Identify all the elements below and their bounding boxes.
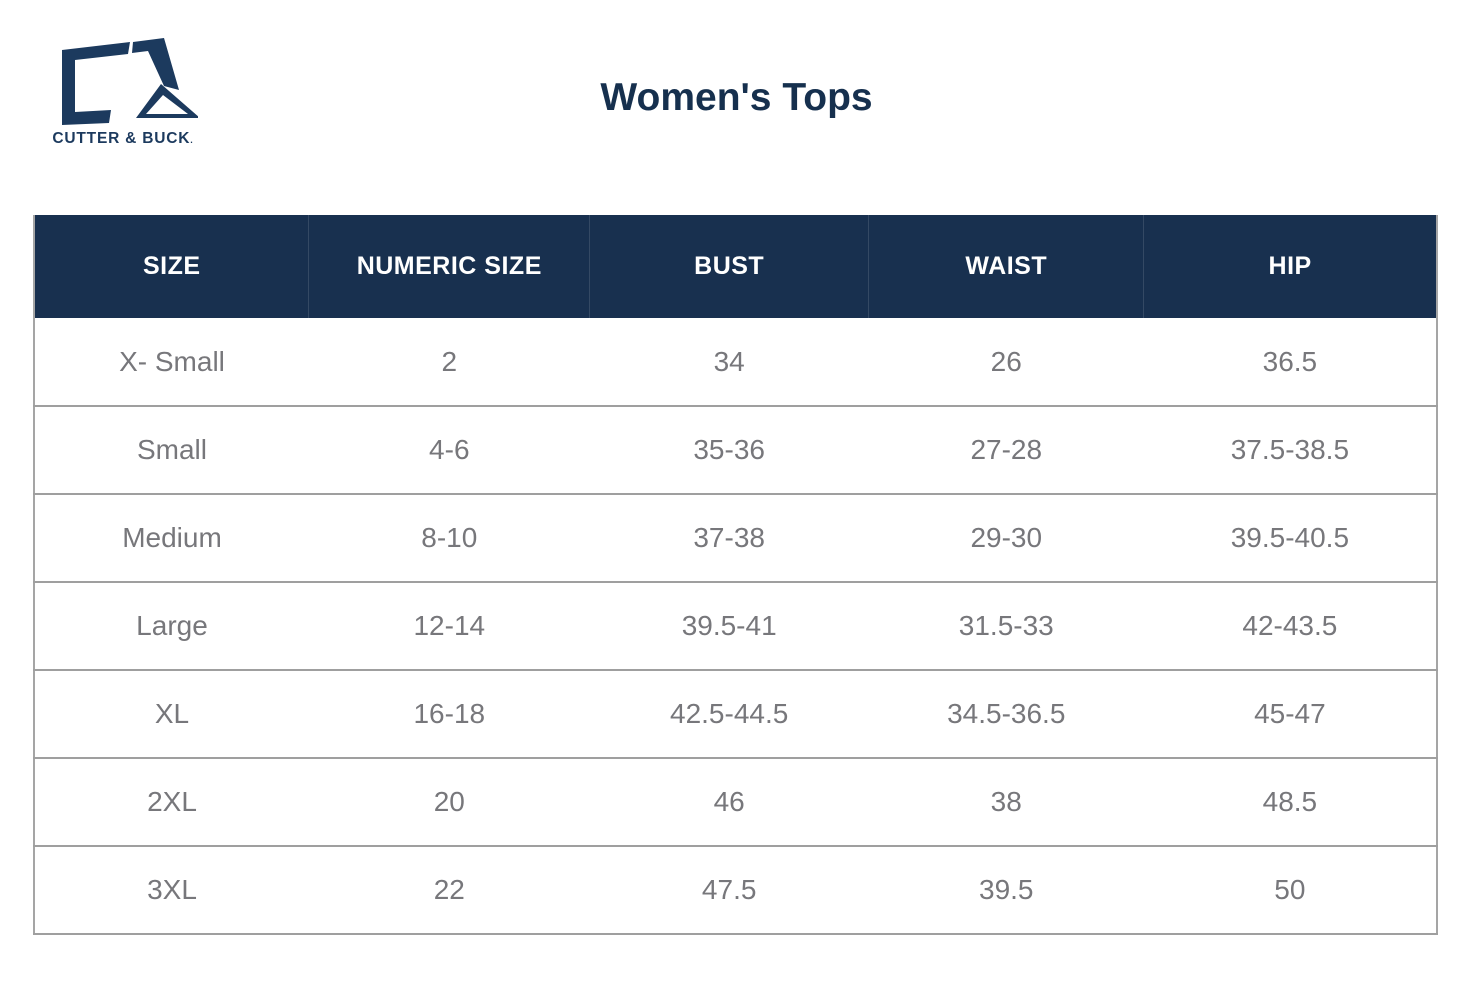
cell-hip: 37.5-38.5	[1143, 406, 1437, 495]
header-cell-numeric-size: NUMERIC SIZE	[308, 215, 590, 318]
size-chart: SIZE NUMERIC SIZE BUST WAIST HIP X- Smal…	[33, 215, 1438, 935]
cell-bust: 34	[589, 318, 869, 407]
cell-bust: 35-36	[589, 406, 869, 495]
header-cell-size: SIZE	[34, 215, 309, 318]
size-table: SIZE NUMERIC SIZE BUST WAIST HIP X- Smal…	[33, 215, 1438, 935]
cell-size: X- Small	[34, 318, 309, 407]
header-cell-waist: WAIST	[868, 215, 1144, 318]
brand-trademark: .	[190, 135, 194, 145]
cell-numeric-size: 22	[308, 846, 590, 935]
cell-size: XL	[34, 670, 309, 759]
cell-waist: 29-30	[868, 494, 1144, 583]
cell-bust: 46	[589, 758, 869, 847]
page-title: Women's Tops	[600, 76, 873, 119]
cell-bust: 37-38	[589, 494, 869, 583]
table-row-xl: XL 16-18 42.5-44.5 34.5-36.5 45-47	[34, 670, 1437, 759]
cell-numeric-size: 2	[308, 318, 590, 407]
cell-waist: 38	[868, 758, 1144, 847]
table-row-3xl: 3XL 22 47.5 39.5 50	[34, 846, 1437, 935]
cell-waist: 27-28	[868, 406, 1144, 495]
table-row-large: Large 12-14 39.5-41 31.5-33 42-43.5	[34, 582, 1437, 671]
cell-bust: 42.5-44.5	[589, 670, 869, 759]
cell-hip: 45-47	[1143, 670, 1437, 759]
cb-monogram-icon	[62, 38, 198, 125]
table-row-medium: Medium 8-10 37-38 29-30 39.5-40.5	[34, 494, 1437, 583]
cell-bust: 47.5	[589, 846, 869, 935]
table-row-2xl: 2XL 20 46 38 48.5	[34, 758, 1437, 847]
cell-waist: 31.5-33	[868, 582, 1144, 671]
header-cell-bust: BUST	[589, 215, 869, 318]
cell-waist: 39.5	[868, 846, 1144, 935]
header-cell-hip: HIP	[1143, 215, 1437, 318]
cell-size: 2XL	[34, 758, 309, 847]
cell-numeric-size: 20	[308, 758, 590, 847]
brand-wordmark: CUTTER & BUCK.	[48, 130, 198, 148]
cell-hip: 42-43.5	[1143, 582, 1437, 671]
cell-hip: 50	[1143, 846, 1437, 935]
cell-size: 3XL	[34, 846, 309, 935]
brand-logo: CUTTER & BUCK.	[48, 34, 198, 148]
cell-numeric-size: 8-10	[308, 494, 590, 583]
cell-size: Large	[34, 582, 309, 671]
cell-numeric-size: 16-18	[308, 670, 590, 759]
table-row-xsmall: X- Small 2 34 26 36.5	[34, 318, 1437, 407]
cell-hip: 48.5	[1143, 758, 1437, 847]
table-row-small: Small 4-6 35-36 27-28 37.5-38.5	[34, 406, 1437, 495]
header-row: SIZE NUMERIC SIZE BUST WAIST HIP	[34, 215, 1437, 318]
brand-name: CUTTER & BUCK	[52, 130, 191, 147]
cell-waist: 26	[868, 318, 1144, 407]
cell-numeric-size: 4-6	[308, 406, 590, 495]
cell-waist: 34.5-36.5	[868, 670, 1144, 759]
cell-size: Small	[34, 406, 309, 495]
cell-hip: 39.5-40.5	[1143, 494, 1437, 583]
cell-bust: 39.5-41	[589, 582, 869, 671]
cell-numeric-size: 12-14	[308, 582, 590, 671]
cell-hip: 36.5	[1143, 318, 1437, 407]
cell-size: Medium	[34, 494, 309, 583]
